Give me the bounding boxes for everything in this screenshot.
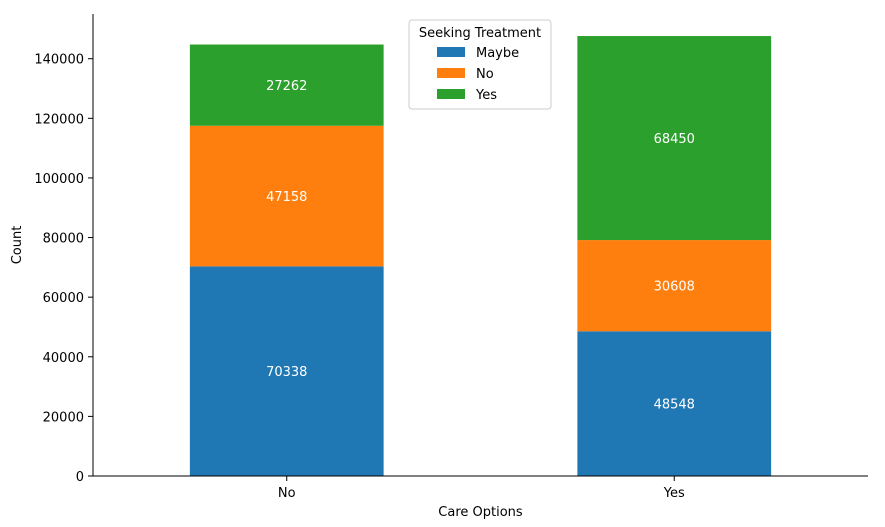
y-tick-label: 100000: [34, 172, 84, 187]
y-tick-label: 0: [76, 470, 84, 485]
legend: Seeking Treatment Maybe No Yes: [408, 19, 552, 110]
x-tick-label: Yes: [663, 486, 685, 501]
legend-swatch: [437, 68, 465, 78]
legend-label: No: [476, 67, 494, 82]
bar-value-label: 27262: [266, 79, 307, 94]
bar-yes-no: [189, 44, 384, 126]
x-tick-label: No: [278, 486, 296, 501]
bar-value-label: 70338: [266, 365, 307, 380]
bar-yes-yes: [577, 36, 772, 241]
legend-swatch: [437, 89, 465, 99]
legend-swatch: [437, 47, 465, 57]
y-tick-label: 80000: [43, 232, 84, 247]
legend-title: Seeking Treatment: [419, 26, 541, 41]
bars-group: [189, 36, 772, 476]
y-axis-title: Count: [10, 226, 25, 265]
bar-value-label: 30608: [654, 280, 695, 295]
bar-value-label: 68450: [654, 132, 695, 147]
y-tick-label: 20000: [43, 410, 84, 425]
legend-box: [408, 19, 552, 110]
bar-value-label: 48548: [654, 398, 695, 413]
bar-labels-group: 70338 47158 27262 48548 30608 68450: [266, 79, 695, 412]
y-tick-label: 120000: [34, 112, 84, 127]
legend-label: Yes: [475, 88, 497, 103]
bar-value-label: 47158: [266, 190, 307, 205]
x-axis-title: Care Options: [438, 505, 523, 520]
legend-label: Maybe: [476, 46, 519, 61]
bar-maybe-yes: [577, 331, 772, 476]
y-tick-label: 60000: [43, 291, 84, 306]
bar-maybe-no: [189, 266, 384, 476]
bar-no-no: [189, 125, 384, 267]
y-tick-label: 40000: [43, 351, 84, 366]
bar-no-yes: [577, 240, 772, 332]
y-tick-label: 140000: [34, 53, 84, 68]
axes-group: No Yes 0 20000 40000 60000 80000 100000 120000 14…: [34, 14, 868, 501]
